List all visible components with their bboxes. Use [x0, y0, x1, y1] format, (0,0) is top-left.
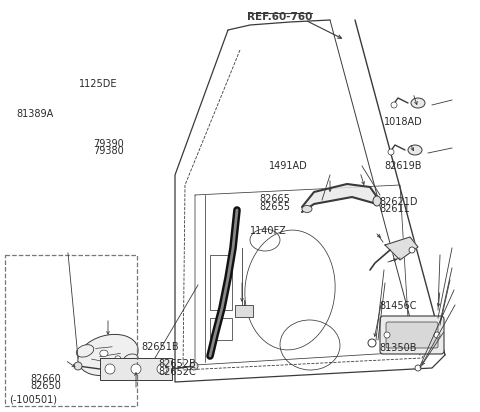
Text: 81456C: 81456C	[379, 301, 417, 311]
Text: (-100501): (-100501)	[9, 395, 57, 405]
Text: 82651B: 82651B	[142, 342, 179, 352]
Text: 82611: 82611	[379, 204, 410, 214]
Ellipse shape	[78, 335, 138, 376]
Circle shape	[105, 364, 115, 374]
Text: 82650: 82650	[30, 381, 61, 391]
Ellipse shape	[302, 206, 312, 213]
Circle shape	[409, 247, 415, 253]
Text: 81350B: 81350B	[379, 343, 417, 353]
Circle shape	[391, 102, 397, 108]
Ellipse shape	[373, 196, 381, 206]
Polygon shape	[385, 237, 418, 260]
Circle shape	[388, 149, 394, 155]
Ellipse shape	[411, 98, 425, 108]
Circle shape	[434, 332, 440, 338]
Polygon shape	[302, 184, 377, 212]
Text: 82652B: 82652B	[158, 359, 196, 369]
Circle shape	[157, 364, 167, 374]
Ellipse shape	[408, 145, 422, 155]
Text: 79380: 79380	[94, 146, 124, 156]
Circle shape	[415, 365, 421, 371]
Text: 1140FZ: 1140FZ	[250, 226, 287, 236]
Circle shape	[190, 362, 198, 370]
Text: REF.60-760: REF.60-760	[247, 12, 312, 22]
Text: 82619B: 82619B	[384, 161, 421, 171]
Ellipse shape	[76, 345, 94, 357]
Ellipse shape	[124, 354, 138, 364]
Text: 82652C: 82652C	[158, 367, 196, 377]
FancyBboxPatch shape	[380, 316, 444, 354]
Text: 1125DE: 1125DE	[79, 79, 118, 89]
Text: 81389A: 81389A	[17, 109, 54, 119]
Text: 79390: 79390	[94, 139, 124, 149]
Circle shape	[384, 332, 390, 338]
Text: 82621D: 82621D	[379, 197, 418, 206]
Ellipse shape	[100, 350, 108, 357]
Circle shape	[368, 339, 376, 347]
Bar	[235, 305, 253, 317]
FancyBboxPatch shape	[386, 322, 438, 348]
Text: 82665: 82665	[259, 194, 290, 204]
FancyBboxPatch shape	[100, 358, 172, 380]
Text: 1018AD: 1018AD	[384, 117, 423, 126]
Circle shape	[74, 362, 82, 370]
Circle shape	[131, 364, 141, 374]
Bar	[5, 255, 137, 406]
Ellipse shape	[115, 356, 120, 361]
Text: 82660: 82660	[30, 374, 61, 384]
Text: 82655: 82655	[259, 202, 290, 212]
Text: 1491AD: 1491AD	[269, 161, 308, 171]
